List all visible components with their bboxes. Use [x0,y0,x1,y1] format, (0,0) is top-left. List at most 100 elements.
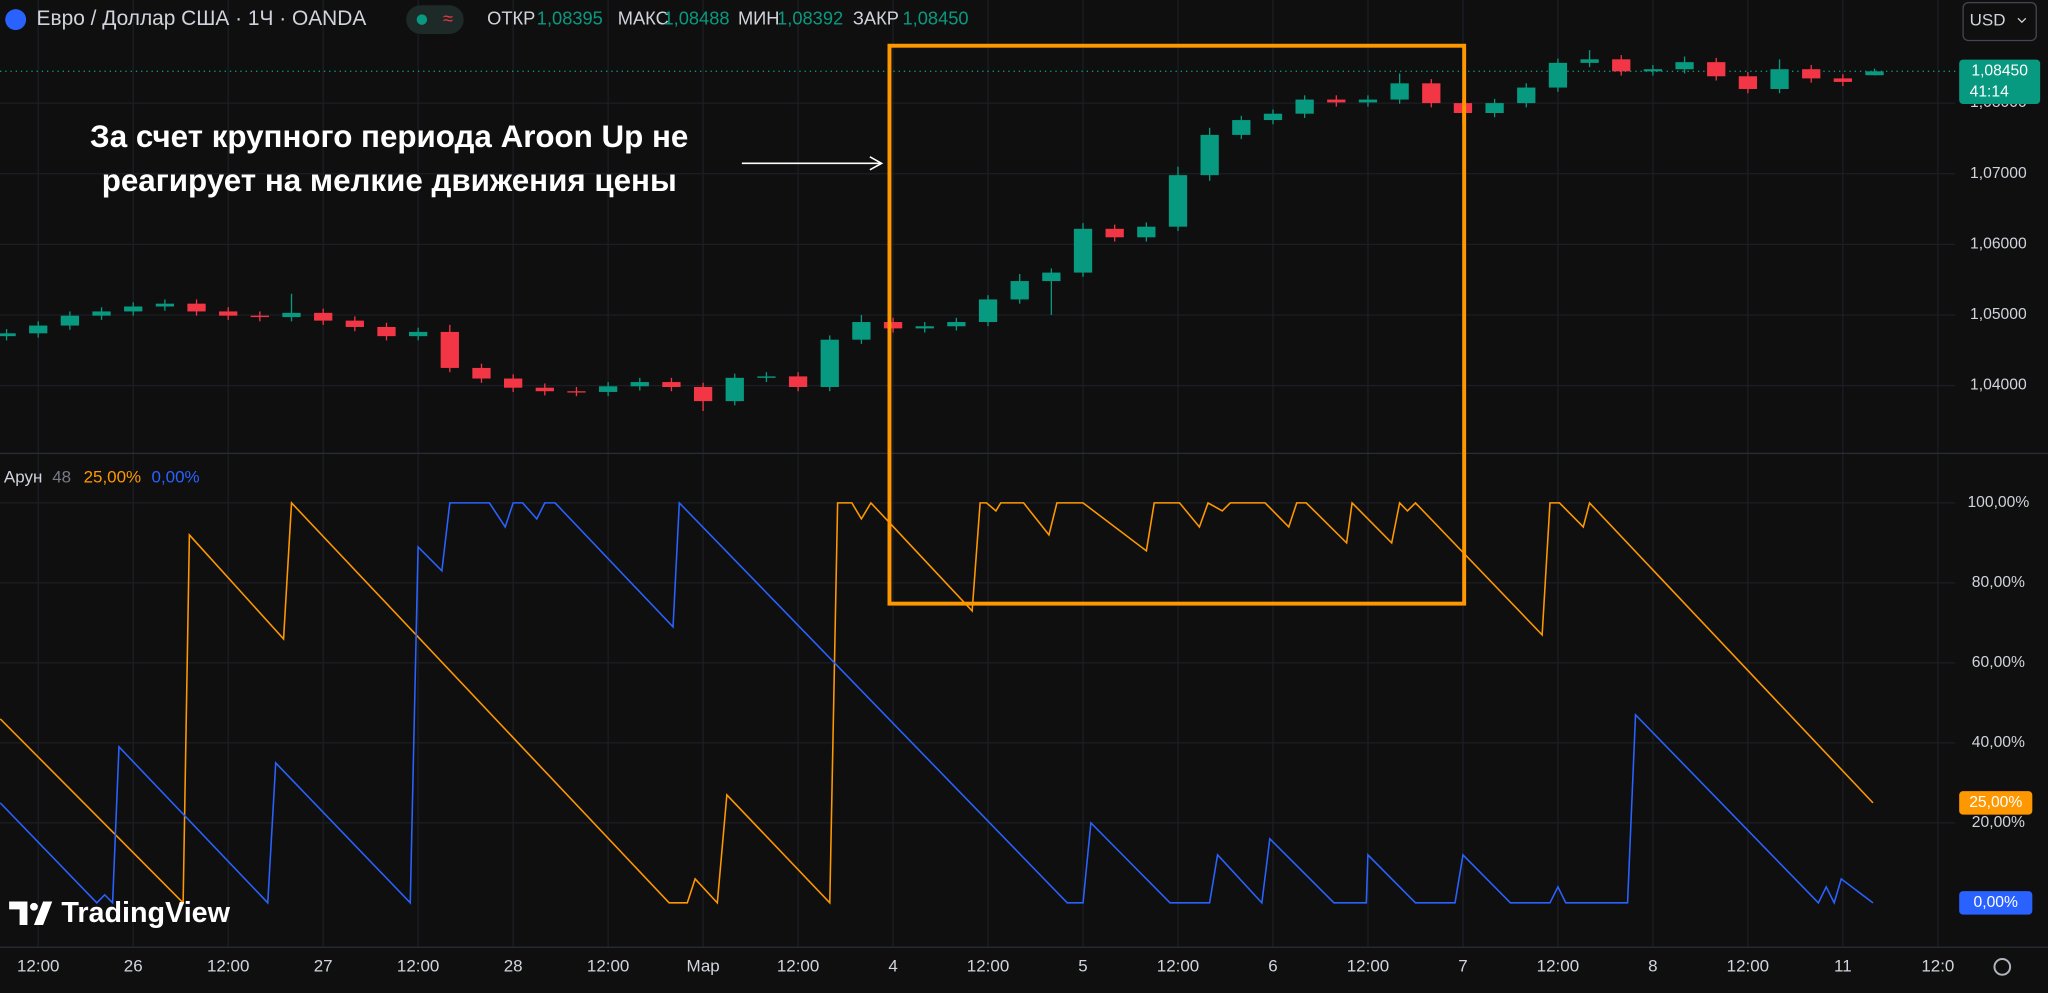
candle-body [1137,226,1156,238]
candle-body [1802,69,1821,79]
annotation-line: За счет крупного периода Aroon Up не [90,119,688,154]
aroon-line [0,501,1874,905]
status-pill [406,5,464,34]
candle-body [1865,71,1884,76]
currency-label[interactable]: USD [1970,10,2006,29]
logo-icon [9,901,53,926]
candle-body [1612,59,1631,72]
status-icon: ≈ [443,7,453,28]
x-tick-label: 12:0 [1921,956,1954,975]
x-tick-label: 12:00 [1727,956,1769,975]
ohlc-label: МАКС [618,7,669,28]
arrow-head [869,156,884,171]
candle-body [820,339,839,387]
x-tick-label: 5 [1078,956,1087,975]
candle-body [1327,99,1346,103]
candle-body [1517,87,1536,104]
value-badge-label: 25,00% [1969,794,2022,811]
candle-body [1770,69,1789,89]
y-tick-label: 40,00% [1972,734,2025,751]
dropdown-caret[interactable] [2017,17,2027,24]
candle-body [1422,83,1441,104]
candle-body [883,322,903,329]
candle-body [377,326,396,337]
value-badge [1959,891,2033,915]
currency-button[interactable] [1962,1,2037,42]
candle-body [1105,228,1124,238]
candle-body [29,325,48,334]
candle-body [978,299,998,323]
x-tick-label: 7 [1458,956,1467,975]
candle-body [0,333,16,337]
x-tick-label: Мар [686,956,719,975]
candle-body [155,303,175,307]
candle-body [1485,103,1504,113]
highlight-box [887,43,1467,606]
x-tick-label: 12:00 [17,956,59,975]
x-tick-label: 12:00 [207,956,249,975]
y-tick-label: 1,05000 [1970,306,2027,323]
ohlc-label: ОТКР [487,7,535,28]
candle-body [630,382,649,387]
candle-body [1358,99,1378,103]
ohlc-value: 1,08450 [903,7,969,28]
x-tick-label: 12:00 [777,956,819,975]
ohlc-value: 1,08488 [664,7,730,28]
candle-body [1042,272,1061,282]
candle-body [60,315,80,326]
candle-body [1295,99,1314,114]
candle-body [472,367,491,379]
candle-body [598,386,618,392]
candle-body [662,382,681,387]
status-dot [416,14,428,25]
y-tick-label: 1,04000 [1970,377,2027,394]
price-badge [1959,59,2041,104]
y-tick-label: 1,07000 [1970,165,2027,182]
x-tick-label: 12:00 [397,956,439,975]
candle-body [1232,120,1251,135]
x-tick-label: 11 [1834,956,1852,975]
flag-icon [5,9,27,31]
candle-body [1643,69,1663,72]
ohlc-label: МИН [738,7,780,28]
candle-body [915,326,934,329]
candle-body [1833,78,1853,82]
candle-body [725,377,744,402]
x-tick-label: 28 [504,956,523,975]
candle-body [567,391,586,393]
value-badge [1959,791,2033,815]
ohlc-value: 1,08392 [777,7,843,28]
candle-body [1390,83,1409,100]
candle-body [1263,113,1283,121]
x-tick-label: 12:00 [1537,956,1579,975]
candle-body [219,311,238,316]
candle-body [535,387,554,392]
candle-body [1073,228,1093,273]
x-tick-label: 12:00 [587,956,629,975]
settings-icon[interactable] [1993,958,2012,976]
x-tick-label: 12:00 [1347,956,1389,975]
x-tick-label: 26 [124,956,143,975]
candle-body [1707,62,1726,77]
candle-body [788,376,808,387]
value-badge-label: 0,00% [1974,894,2018,911]
symbol: Евро / Доллар США · 1Ч · OANDA [37,7,367,30]
x-tick-label: 6 [1268,956,1277,975]
candle-body [187,303,206,312]
logo-dot [30,902,38,911]
ohlc-value: 1,08395 [537,7,603,28]
price-badge-timer: 41:14 [1970,83,2009,100]
candle-body [1168,175,1188,227]
candle-body [1548,62,1568,88]
candle-body [440,331,459,368]
legend-value: 25,00% [84,468,142,487]
x-tick-label: 12:00 [967,956,1009,975]
candle-body [1675,62,1694,70]
candle-body [757,376,776,378]
logo-text: TradingView [61,897,230,929]
plot-area [0,50,1884,905]
y-tick-label: 1,06000 [1970,235,2027,252]
candle-body [282,312,301,318]
candle-body [693,386,713,402]
